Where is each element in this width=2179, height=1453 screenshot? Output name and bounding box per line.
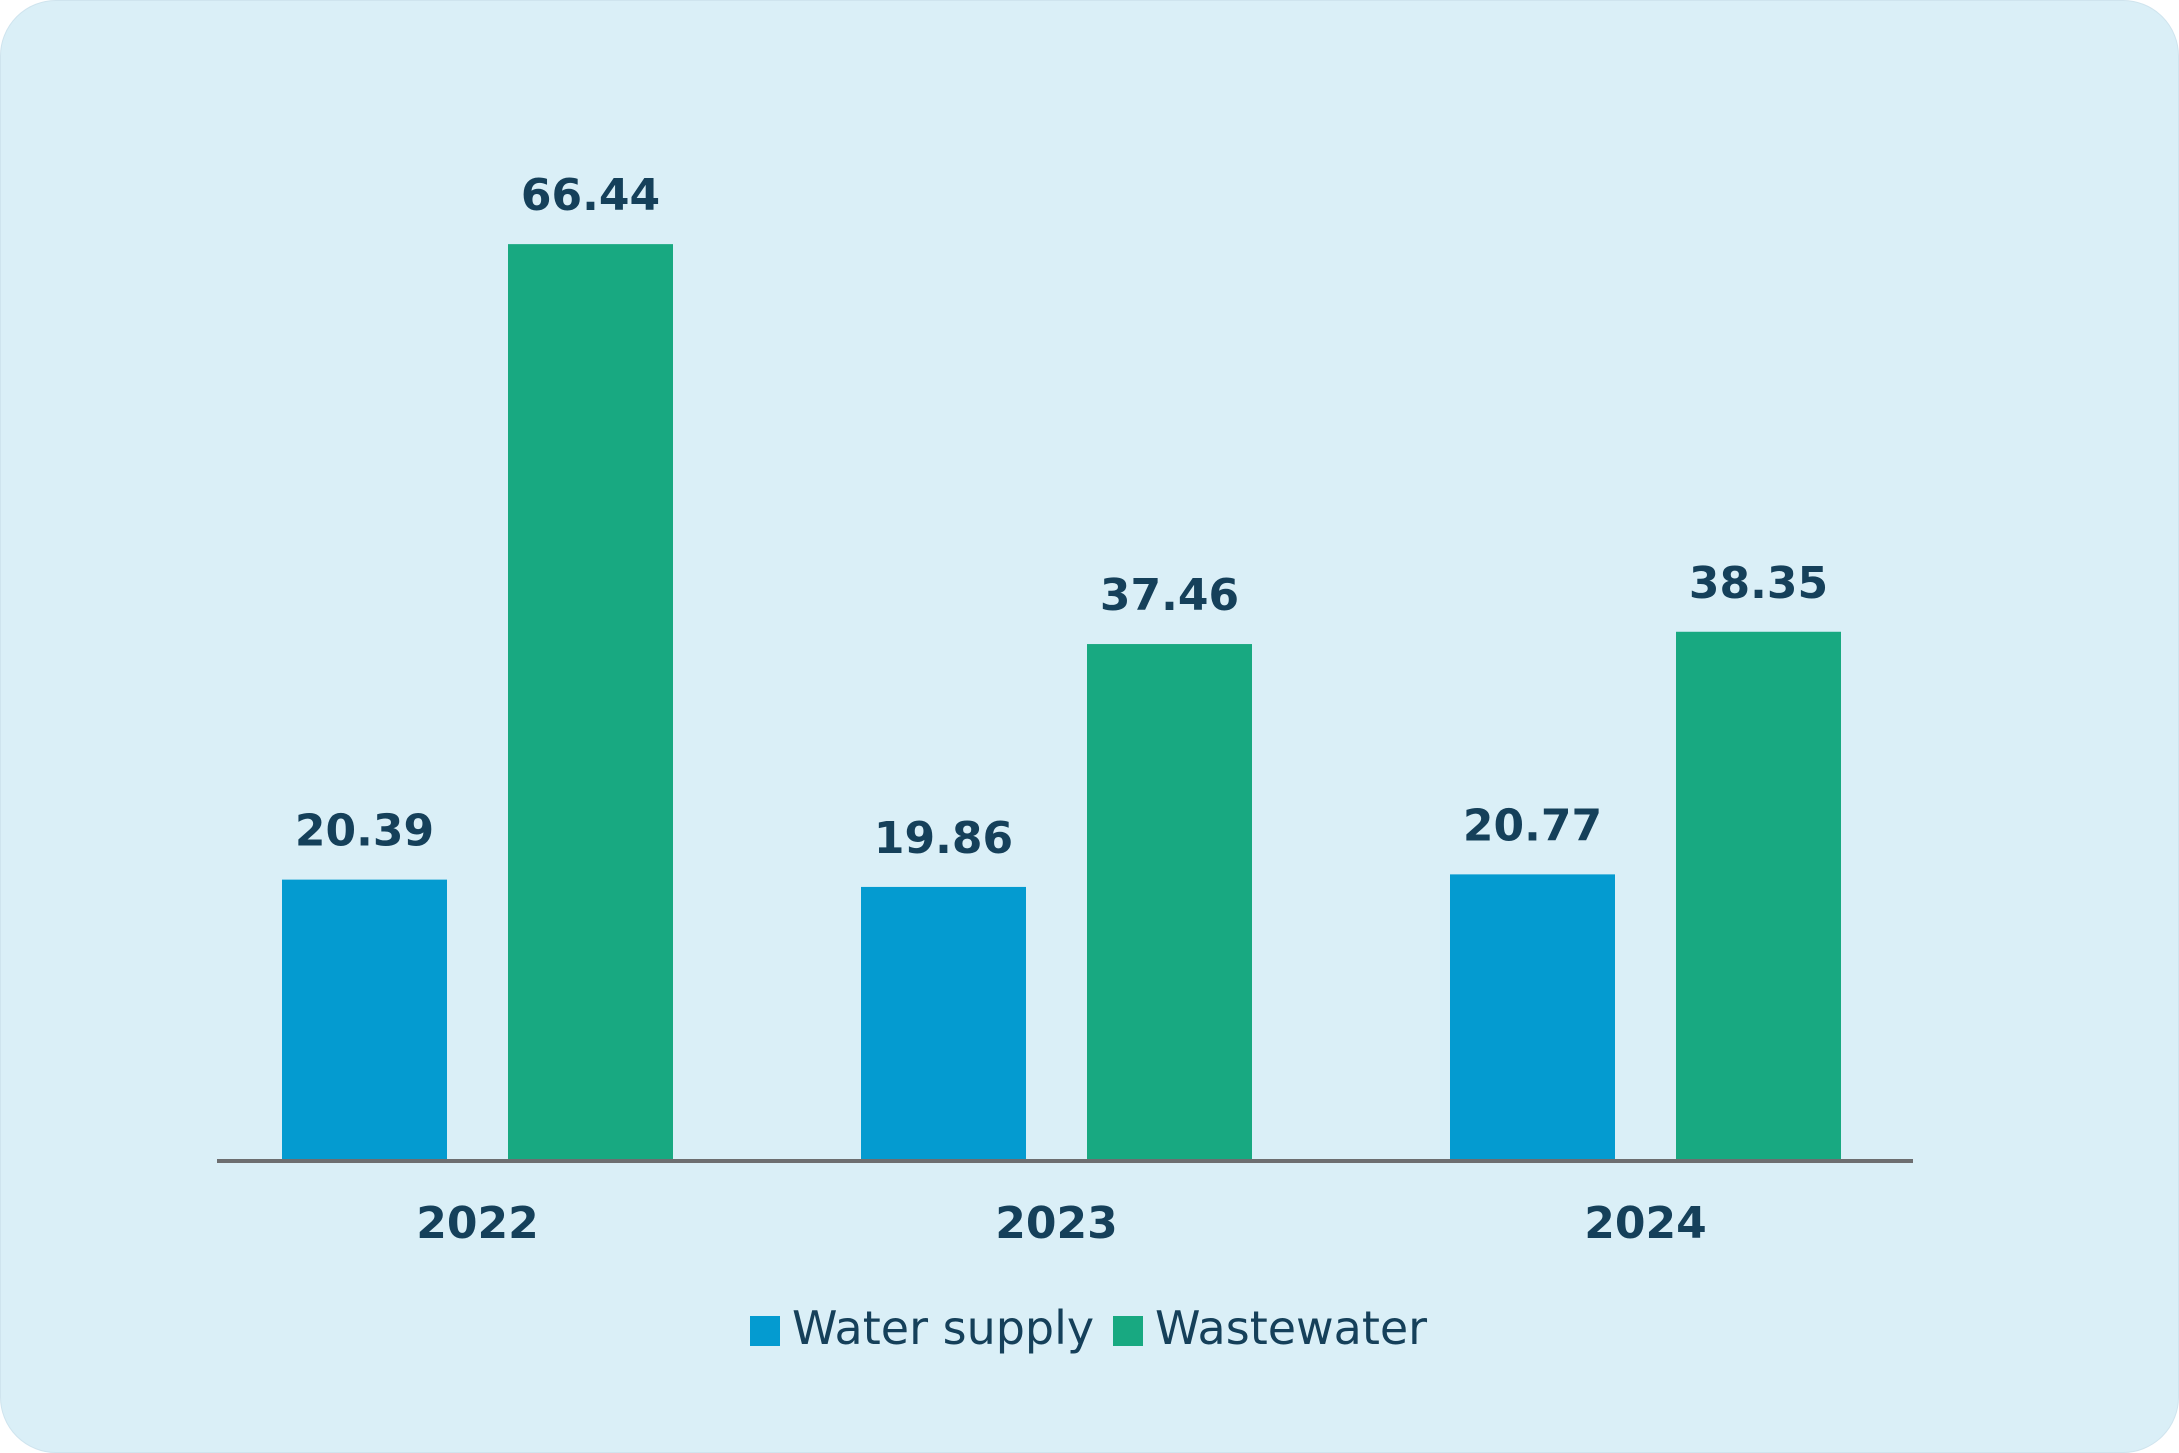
legend-swatch-wastewater <box>1113 1316 1143 1346</box>
bar-water-supply-2024 <box>1450 874 1615 1161</box>
value-label-water-supply-2023: 19.86 <box>874 813 1013 864</box>
legend-label-wastewater: Wastewater <box>1155 1301 1427 1355</box>
value-label-wastewater-2024: 38.35 <box>1689 558 1828 609</box>
value-label-water-supply-2024: 20.77 <box>1463 800 1602 851</box>
legend-label-water-supply: Water supply <box>792 1301 1094 1355</box>
bar-wastewater-2023 <box>1087 644 1252 1161</box>
x-tick-label-2024: 2024 <box>1584 1198 1706 1249</box>
legend-swatch-water-supply <box>750 1316 780 1346</box>
value-label-water-supply-2022: 20.39 <box>295 806 434 857</box>
x-tick-label-2023: 2023 <box>995 1198 1117 1249</box>
value-label-wastewater-2023: 37.46 <box>1100 570 1239 621</box>
bar-wastewater-2022 <box>508 244 673 1162</box>
value-label-wastewater-2022: 66.44 <box>521 170 660 221</box>
bar-water-supply-2023 <box>861 886 1026 1161</box>
bar-water-supply-2022 <box>282 879 447 1161</box>
bar-wastewater-2024 <box>1676 631 1841 1161</box>
x-tick-label-2022: 2022 <box>416 1198 538 1249</box>
